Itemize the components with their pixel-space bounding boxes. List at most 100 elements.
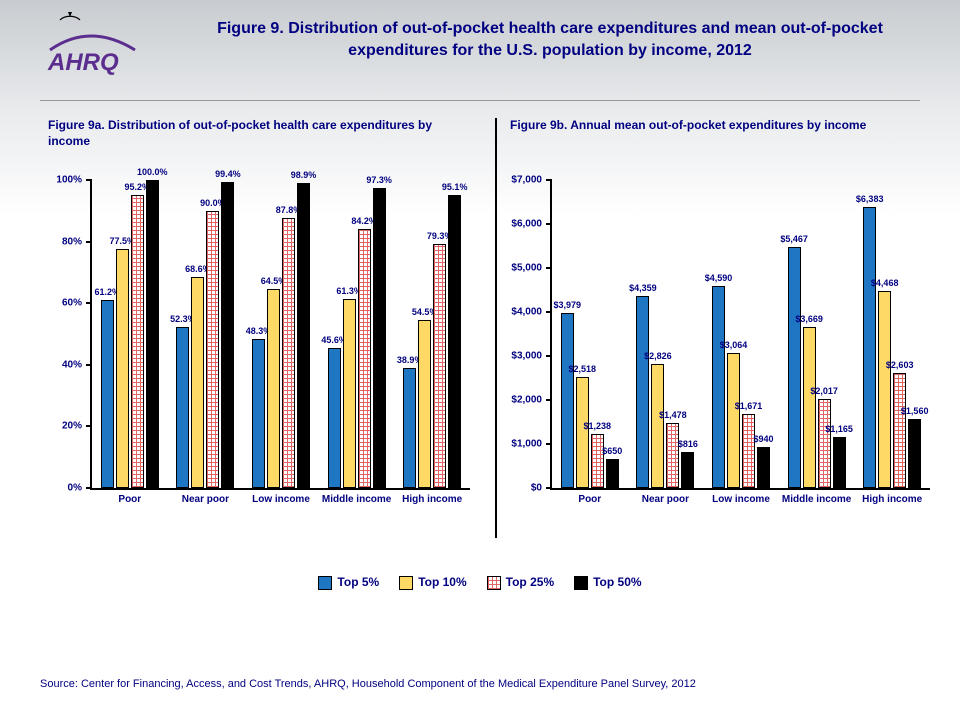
bar [576,377,589,488]
bar-value-label: $3,669 [795,314,823,324]
bar-value-label: 99.4% [215,169,241,179]
bar-value-label: $1,165 [825,424,853,434]
bar [818,399,831,488]
bar-value-label: $1,560 [901,406,929,416]
x-axis-label: Middle income [322,494,391,505]
bar-value-label: 97.3% [366,175,392,185]
bar [116,249,129,488]
x-axis-label: Low income [252,494,310,505]
bar-value-label: $2,518 [569,364,597,374]
bar [131,195,144,488]
bar-value-label: 95.1% [442,182,468,192]
bar [681,452,694,488]
bar [146,180,159,488]
y-axis-label: 20% [62,421,82,432]
bar [863,207,876,488]
bar [101,300,114,488]
svg-text:AHRQ: AHRQ [47,49,119,76]
y-axis-label: $0 [531,483,542,494]
bar [606,459,619,488]
legend-label: Top 25% [506,575,554,589]
legend-swatch [318,576,332,590]
bar [221,182,234,488]
bar-value-label: $5,467 [780,234,808,244]
bar [403,368,416,488]
y-axis-label: 40% [62,359,82,370]
bar-value-label: $1,478 [659,410,687,420]
bar [448,195,461,488]
bar [878,291,891,488]
bar-value-label: $816 [678,439,698,449]
bar [757,447,770,488]
y-axis-label: $3,000 [511,351,542,362]
bar [788,247,801,488]
bar-value-label: $940 [753,434,773,444]
x-axis-label: Near poor [642,494,689,505]
y-axis-label: $7,000 [511,175,542,186]
x-axis-label: High income [862,494,922,505]
legend: Top 5% Top 10% Top 25% Top 50% [0,575,960,590]
bar [267,289,280,488]
bar [252,339,265,488]
bar [328,348,341,488]
y-axis-label: $1,000 [511,439,542,450]
bar [591,434,604,488]
bar-value-label: 100.0% [137,167,168,177]
x-axis-label: Near poor [182,494,229,505]
y-axis-label: $2,000 [511,395,542,406]
bar [418,320,431,488]
bar [191,277,204,488]
legend-label: Top 10% [418,575,466,589]
x-axis-label: Poor [118,494,141,505]
bar-value-label: $4,468 [871,278,899,288]
legend-item: Top 50% [574,575,641,590]
legend-item: Top 10% [399,575,466,590]
panel-b-title: Figure 9b. Annual mean out-of-pocket exp… [510,118,940,134]
bar [636,296,649,488]
bar [206,211,219,488]
bar-value-label: $1,671 [735,401,763,411]
bar [561,313,574,488]
bar [651,364,664,488]
x-axis-label: High income [402,494,462,505]
y-axis-label: 60% [62,298,82,309]
source-note: Source: Center for Financing, Access, an… [40,678,920,690]
bar [666,423,679,488]
bar [803,327,816,488]
chart-panel-a: 0%20%40%60%80%100%Poor61.2%77.5%95.2%100… [40,170,480,520]
bar-value-label: $4,359 [629,283,657,293]
bar [742,414,755,488]
x-axis-label: Low income [712,494,770,505]
legend-label: Top 50% [593,575,641,589]
bar-value-label: $6,383 [856,194,884,204]
bar-value-label: $2,017 [810,386,838,396]
bar [433,244,446,488]
bar-value-label: $2,603 [886,360,914,370]
ahrq-logo: AHRQ [40,12,150,82]
legend-label: Top 5% [337,575,379,589]
y-axis-label: 100% [56,175,82,186]
bar [712,286,725,488]
x-axis-label: Poor [578,494,601,505]
bar [176,327,189,488]
y-axis-label: 80% [62,236,82,247]
bar [358,229,371,488]
bar-value-label: $2,826 [644,351,672,361]
bar [893,373,906,488]
y-axis-label: $5,000 [511,263,542,274]
legend-swatch [487,576,501,590]
bar [282,218,295,488]
bar [727,353,740,488]
bar [297,183,310,488]
bar-value-label: $4,590 [705,273,733,283]
bar [908,419,921,488]
bar-value-label: $650 [602,446,622,456]
bar [833,437,846,488]
bar-value-label: 98.9% [291,170,317,180]
bar [343,299,356,488]
legend-item: Top 5% [318,575,379,590]
legend-item: Top 25% [487,575,554,590]
legend-swatch [399,576,413,590]
divider-vertical [495,118,497,538]
y-axis-label: $6,000 [511,219,542,230]
